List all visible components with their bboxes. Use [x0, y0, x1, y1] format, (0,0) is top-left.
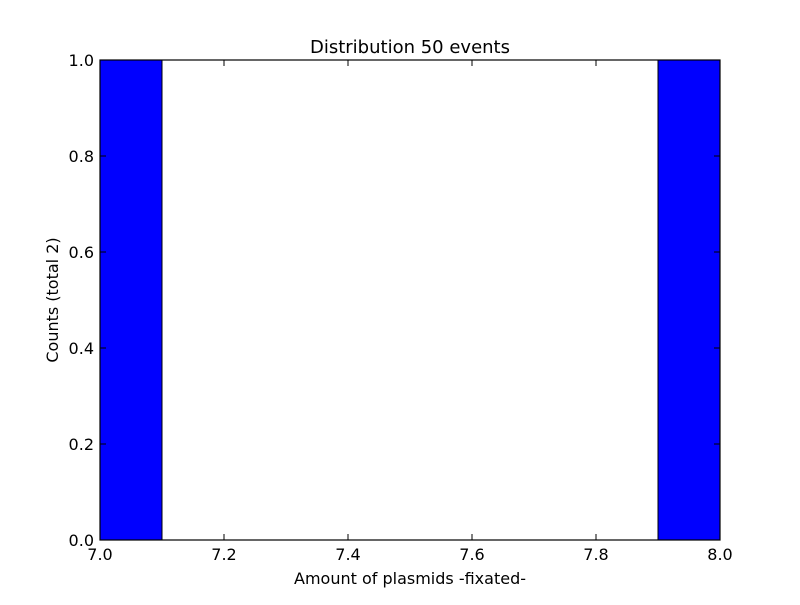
y-tick-label: 0.8 [69, 147, 94, 166]
histogram-bar [99, 59, 163, 541]
bars-group [99, 59, 721, 541]
x-tick-label: 8.0 [707, 545, 732, 564]
chart-title: Distribution 50 events [310, 37, 510, 58]
y-tick-label: 0.0 [69, 531, 94, 550]
x-tick-label: 7.4 [335, 545, 360, 564]
y-tick-label: 0.6 [69, 243, 94, 262]
x-axis-label: Amount of plasmids -fixated- [294, 569, 526, 588]
x-tick-label: 7.6 [459, 545, 484, 564]
y-tick-label: 0.4 [69, 339, 94, 358]
plot-frame [99, 59, 721, 541]
y-tick-label: 1.0 [69, 51, 94, 70]
x-tick-label: 7.0 [87, 545, 112, 564]
y-axis-label: Counts (total 2) [43, 237, 62, 362]
histogram-bar [657, 59, 721, 541]
y-tick-label: 0.2 [69, 435, 94, 454]
x-tick-label: 7.8 [583, 545, 608, 564]
ticks-group: 7.0 7.2 7.4 7.6 7.8 8.0 0.0 0.2 0.4 0.6 0.8 1.0 [69, 51, 733, 564]
x-tick-label: 7.2 [211, 545, 236, 564]
